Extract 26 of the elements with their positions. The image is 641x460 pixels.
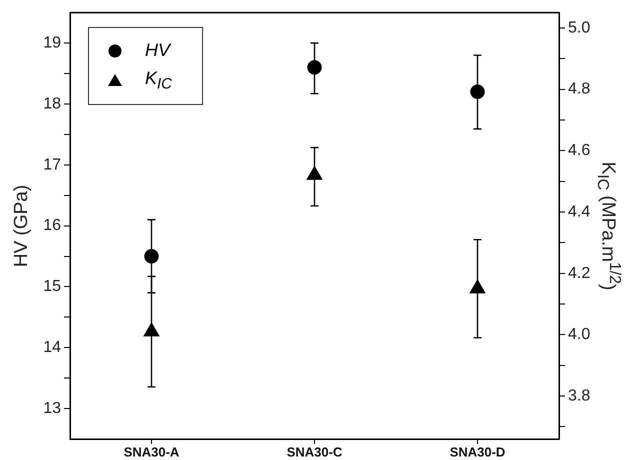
legend-label: K$_{IC}$ <box>145 68 172 93</box>
point <box>144 322 160 336</box>
y-tick-label: 14 <box>43 339 62 356</box>
point <box>307 60 322 75</box>
y2-tick-label: 5.0 <box>568 19 590 36</box>
x-tick-label: SNA30-D <box>450 444 506 460</box>
point <box>470 84 485 100</box>
y2-tick-label: 4.8 <box>568 80 590 98</box>
y-tick-label: 15 <box>43 278 62 296</box>
y-tick-label: 16 <box>43 217 62 234</box>
y2-tick-label: 4.0 <box>568 326 590 344</box>
y-tick-label: 17 <box>43 156 62 174</box>
y2-tick-label: 4.4 <box>568 203 590 220</box>
y2-tick-label: 3.8 <box>568 387 590 404</box>
y-axis-title: HV (GPa) <box>11 184 33 267</box>
x-tick-label: SNA30-A <box>124 444 180 460</box>
point <box>306 166 322 180</box>
y-tick-label: 18 <box>43 95 62 112</box>
legend-label: HV <box>145 40 170 62</box>
y-tick-label: 13 <box>43 400 62 417</box>
point <box>144 249 159 264</box>
y2-tick-label: 4.2 <box>568 264 590 282</box>
point <box>470 280 486 294</box>
x-tick-label: SNA30-C <box>286 444 343 460</box>
y-tick-label: 19 <box>43 34 62 52</box>
y2-tick-label: 4.6 <box>568 142 590 160</box>
